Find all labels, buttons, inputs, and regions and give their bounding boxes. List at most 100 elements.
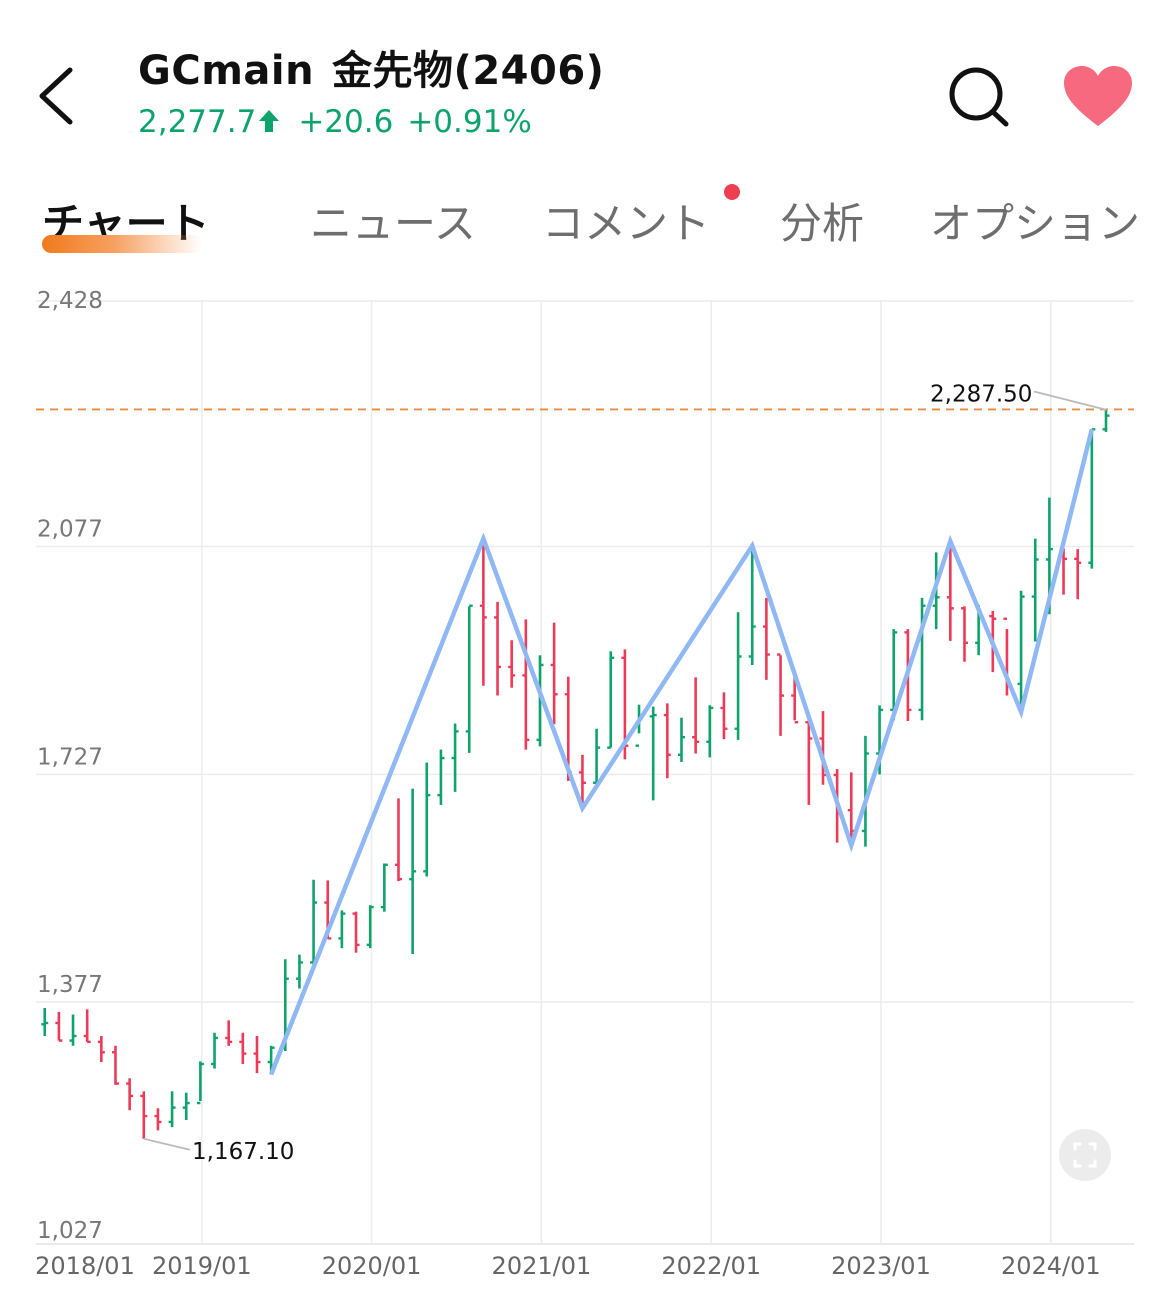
ohlc-bar xyxy=(706,705,714,758)
ohlc-bar xyxy=(111,1045,119,1085)
ohlc-bar xyxy=(479,538,487,686)
ohlc-bar xyxy=(1031,538,1039,642)
ohlc-bar xyxy=(762,597,770,680)
y-tick-label: 2,077 xyxy=(37,516,103,542)
ohlc-bar xyxy=(550,622,558,725)
page-title: GCmain 金先物(2406) xyxy=(138,38,604,96)
ohlc-bar xyxy=(508,640,516,688)
ohlc-bar xyxy=(437,749,445,805)
back-icon xyxy=(39,67,73,125)
ohlc-bar xyxy=(677,717,685,762)
ohlc-bar xyxy=(777,653,785,736)
y-axis: 2,428 2,077 1,727 1,377 1,027 xyxy=(37,288,103,1244)
ohlc-bar xyxy=(380,863,388,912)
tab-analysis[interactable]: 分析 xyxy=(780,199,865,248)
price-chart[interactable]: 2,428 2,077 1,727 1,377 1,027 2018/01 2019/01… xyxy=(0,280,1170,1316)
ohlc-bar xyxy=(494,601,502,696)
ohlc-bar xyxy=(692,677,700,754)
ohlc-bar xyxy=(140,1091,148,1139)
ohlc-bar xyxy=(211,1032,219,1069)
ohlc-bar xyxy=(352,911,360,953)
ohlc-bar xyxy=(451,723,459,792)
ohlc-bar xyxy=(918,597,926,721)
y-tick-label: 1,027 xyxy=(37,1218,103,1244)
ohlc-bar xyxy=(748,545,756,665)
ohlc-bar xyxy=(239,1032,247,1065)
back-button[interactable] xyxy=(30,60,90,130)
ohlc-bar xyxy=(196,1061,204,1105)
y-tick-label: 1,727 xyxy=(37,744,103,770)
x-tick-label: 2018/01 xyxy=(35,1252,135,1280)
price-change-pct: +0.91% xyxy=(407,104,532,140)
ohlc-bar xyxy=(253,1036,261,1074)
expand-chart-button[interactable] xyxy=(1059,1129,1111,1181)
tab-comments[interactable]: コメント xyxy=(542,199,711,248)
y-tick-label: 2,428 xyxy=(37,288,103,314)
ohlc-bar xyxy=(310,879,318,968)
x-tick-label: 2020/01 xyxy=(322,1252,422,1280)
ohlc-bar xyxy=(720,692,728,740)
ohlc-bar xyxy=(366,905,374,949)
header: GCmain 金先物(2406) 2,277.7 +20.6 +0.91% xyxy=(0,0,1170,160)
x-tick-label: 2019/01 xyxy=(152,1252,252,1280)
chart-annotations: 2,287.50 1,167.10 xyxy=(36,381,1134,1165)
ohlc-bar xyxy=(55,1011,63,1042)
ticker-symbol: GCmain xyxy=(138,48,315,94)
ohlc-bar xyxy=(83,1009,91,1044)
ohlc-bar xyxy=(126,1078,134,1111)
ohlc-bar xyxy=(168,1091,176,1128)
ohlc-bar xyxy=(1088,428,1096,569)
search-button[interactable] xyxy=(944,62,1014,132)
active-tab-indicator xyxy=(42,235,202,253)
ohlc-bar xyxy=(423,762,431,877)
tab-options[interactable]: オプション xyxy=(930,199,1141,248)
search-icon xyxy=(949,67,1009,127)
ohlc-bar xyxy=(607,651,615,749)
ohlc-bar xyxy=(946,541,954,641)
x-tick-label: 2022/01 xyxy=(661,1252,761,1280)
ohlc-bar xyxy=(861,735,869,847)
y-tick-label: 1,377 xyxy=(37,972,103,998)
arrow-up-icon xyxy=(258,106,280,142)
last-price-label: 2,287.50 xyxy=(930,381,1032,407)
ohlc-bar xyxy=(182,1092,190,1120)
ohlc-bar xyxy=(1102,409,1110,432)
zigzag-overlay xyxy=(269,428,1095,1076)
ohlc-bar xyxy=(295,954,303,989)
ohlc-bar xyxy=(649,706,657,801)
ohlc-bar xyxy=(154,1108,162,1131)
low-price-label: 1,167.10 xyxy=(192,1139,294,1165)
chart-grid xyxy=(36,300,1134,1245)
ohlc-bar xyxy=(663,703,671,779)
ohlc-bar xyxy=(791,674,799,724)
ohlc-bar xyxy=(578,754,586,809)
zigzag-line xyxy=(269,428,1095,1076)
x-tick-label: 2021/01 xyxy=(492,1252,592,1280)
x-tick-label: 2023/01 xyxy=(831,1252,931,1280)
x-axis: 2018/01 2019/01 2020/01 2021/01 2022/01 2023/… xyxy=(35,1252,1101,1280)
ohlc-bar xyxy=(1017,590,1025,712)
ohlc-bar xyxy=(394,798,402,882)
favorite-button[interactable] xyxy=(1060,62,1136,132)
ohlc-bar xyxy=(41,1008,49,1037)
price-quote: 2,277.7 +20.6 +0.91% xyxy=(138,104,532,142)
ohlc-bar xyxy=(338,910,346,949)
ohlc-bar xyxy=(536,655,544,747)
ohlc-bar xyxy=(734,612,742,740)
ohlc-bar xyxy=(960,606,968,662)
expand-icon xyxy=(1073,1142,1097,1168)
ohlc-bar xyxy=(522,619,530,750)
instrument-name: 金先物(2406) xyxy=(332,48,605,94)
ohlc-bar xyxy=(593,728,601,789)
ohlc-bar xyxy=(225,1020,233,1046)
ohlc-bar xyxy=(69,1014,77,1046)
ohlc-bar xyxy=(465,604,473,753)
price-change: +20.6 xyxy=(298,104,394,140)
last-price: 2,277.7 xyxy=(138,104,257,140)
x-tick-label: 2024/01 xyxy=(1001,1252,1101,1280)
heart-icon xyxy=(1064,66,1132,126)
notification-dot xyxy=(724,184,740,200)
tab-news[interactable]: ニュース xyxy=(310,199,476,248)
ohlc-bars xyxy=(41,409,1110,1139)
ohlc-bar xyxy=(97,1036,105,1063)
